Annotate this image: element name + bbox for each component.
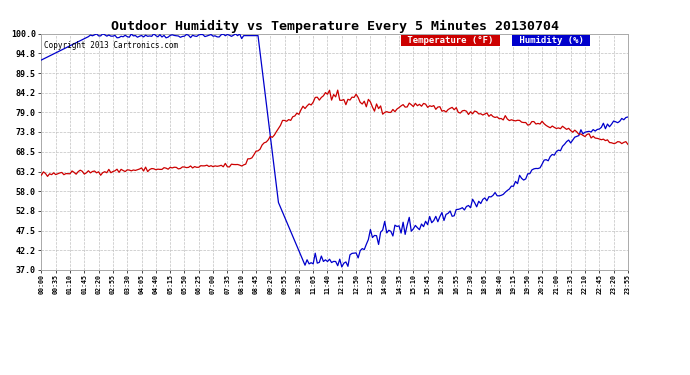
Text: Temperature (°F): Temperature (°F) [402, 36, 499, 45]
Title: Outdoor Humidity vs Temperature Every 5 Minutes 20130704: Outdoor Humidity vs Temperature Every 5 … [110, 20, 559, 33]
Text: Copyright 2013 Cartronics.com: Copyright 2013 Cartronics.com [44, 41, 179, 50]
Text: Humidity (%): Humidity (%) [513, 36, 589, 45]
